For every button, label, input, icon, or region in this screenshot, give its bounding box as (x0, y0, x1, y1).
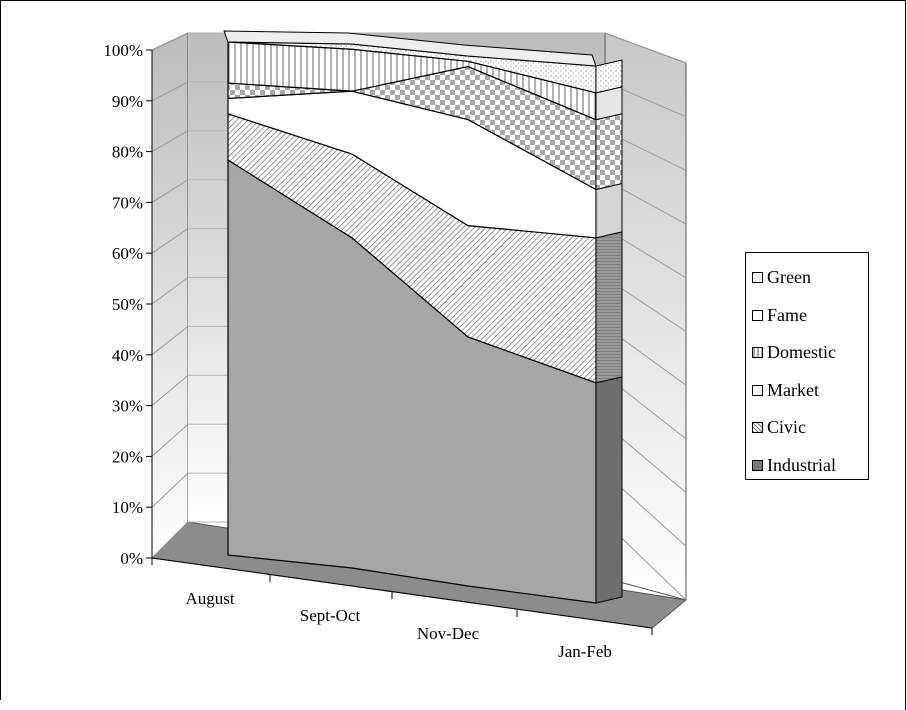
x-axis-ticks: August Sept-Oct Nov-Dec Jan-Feb (151, 557, 653, 661)
legend: Green Fame Domestic Market Civic Industr… (745, 252, 869, 480)
gridline-left-6 (151, 228, 189, 254)
gridline-left-3 (151, 374, 189, 406)
legend-label-civic: Civic (767, 417, 806, 438)
gridline-left-1 (151, 472, 189, 508)
legend-swatch-civic (752, 422, 763, 434)
legend-label-domestic: Domestic (767, 342, 836, 363)
x-tick-label-nov-dec: Nov-Dec (417, 624, 480, 643)
gridline-left-2 (151, 423, 189, 457)
legend-item-fame: Fame (752, 297, 868, 335)
gridline-left-8 (151, 130, 189, 153)
end-face-industrial (595, 376, 623, 604)
left-side-wall (151, 32, 189, 560)
legend-label-market: Market (767, 379, 819, 400)
legend-label-industrial: Industrial (767, 454, 836, 475)
end-face-market (595, 182, 623, 239)
legend-label-fame: Fame (767, 304, 807, 325)
gridline-left-5 (151, 277, 189, 305)
gridline-left-4 (151, 326, 189, 356)
legend-item-green: Green (752, 259, 868, 297)
frame-border-right (905, 0, 906, 710)
x-tick-label-jan-feb: Jan-Feb (558, 642, 612, 661)
legend-swatch-green (752, 272, 763, 284)
x-axis-line (151, 557, 653, 629)
y-tick-label-1: 10% (112, 498, 143, 517)
frame-border-top (0, 0, 906, 1)
legend-item-civic: Civic (752, 409, 868, 447)
x-tick-label-sept-oct: Sept-Oct (300, 606, 361, 625)
y-tick-label-5: 50% (112, 295, 143, 314)
legend-swatch-fame (752, 309, 763, 321)
legend-label-green: Green (767, 267, 811, 288)
end-face-domestic (595, 113, 623, 191)
gridline-left-10 (151, 32, 189, 51)
y-tick-label-3: 30% (112, 397, 143, 416)
y-tick-label-4: 40% (112, 346, 143, 365)
legend-item-domestic: Domestic (752, 334, 868, 372)
gridline-right-10 (604, 32, 687, 64)
y-tick-label-9: 90% (112, 92, 143, 111)
legend-swatch-domestic (752, 347, 763, 359)
gridline-left-0 (151, 521, 189, 559)
area-top-cap (223, 30, 597, 67)
x-tick-label-august: August (185, 589, 234, 608)
y-axis-ticks: 0% 10% 20% 30% 40% 50% 60% 70% 80% 90% 100% (103, 41, 153, 568)
y-tick-label-7: 70% (112, 193, 143, 212)
right-end-cap (595, 59, 623, 604)
end-face-green (595, 59, 623, 94)
area-series (223, 30, 597, 604)
frame-border-left (0, 0, 1, 700)
legend-swatch-industrial (752, 459, 763, 471)
legend-item-industrial: Industrial (752, 447, 868, 485)
end-face-civic (595, 231, 623, 384)
y-tick-label-10: 100% (103, 41, 143, 60)
gridline-left-7 (151, 179, 189, 203)
legend-item-market: Market (752, 372, 868, 410)
gridline-left-9 (151, 81, 189, 102)
legend-swatch-market (752, 384, 763, 396)
y-tick-label-2: 20% (112, 447, 143, 466)
y-tick-label-6: 60% (112, 244, 143, 263)
y-tick-label-0: 0% (120, 549, 143, 568)
y-tick-label-8: 80% (112, 143, 143, 162)
